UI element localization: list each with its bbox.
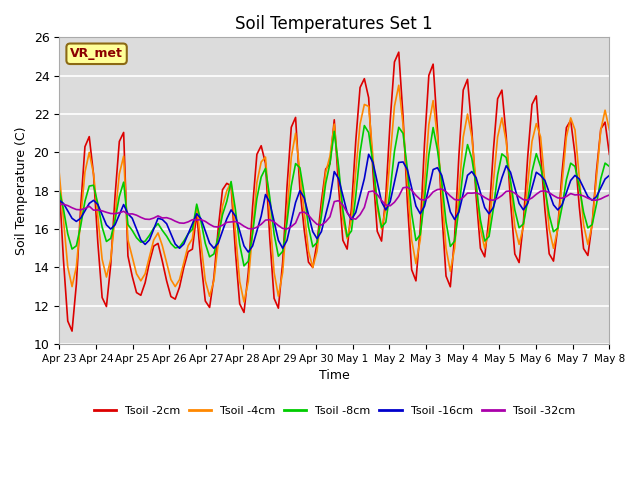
Legend: Tsoil -2cm, Tsoil -4cm, Tsoil -8cm, Tsoil -16cm, Tsoil -32cm: Tsoil -2cm, Tsoil -4cm, Tsoil -8cm, Tsoi… [89, 402, 579, 421]
X-axis label: Time: Time [319, 370, 349, 383]
Y-axis label: Soil Temperature (C): Soil Temperature (C) [15, 126, 28, 255]
Title: Soil Temperatures Set 1: Soil Temperatures Set 1 [236, 15, 433, 33]
Text: VR_met: VR_met [70, 47, 123, 60]
